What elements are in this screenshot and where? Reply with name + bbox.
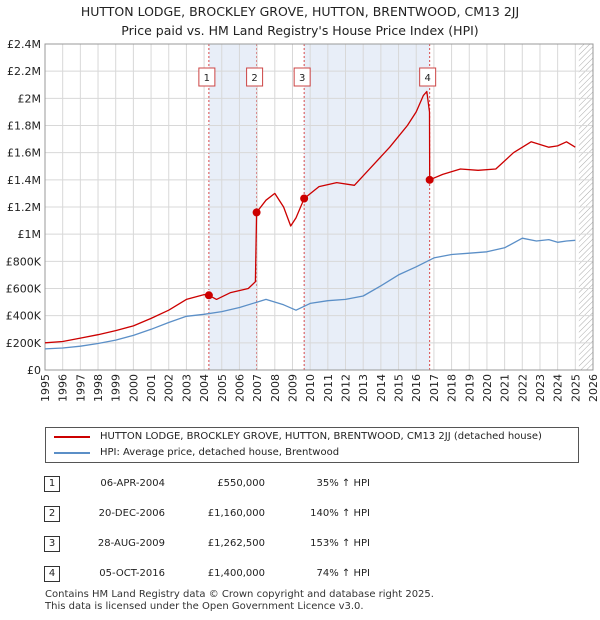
- x-tick-label: 2016: [410, 374, 423, 402]
- sale-price: £550,000: [217, 478, 265, 489]
- x-tick-label: 1997: [74, 374, 87, 402]
- sale-number-badge: 2: [44, 506, 60, 522]
- series-line-hpi: [44, 237, 576, 350]
- sale-date: 28-AUG-2009: [97, 538, 165, 549]
- y-tick-label: £1M: [18, 228, 42, 241]
- sale-point: [204, 291, 213, 300]
- y-tick-label: £1.2M: [7, 201, 41, 214]
- x-tick-label: 2018: [446, 374, 459, 402]
- y-tick-label: £800K: [6, 255, 42, 268]
- y-tick-label: £0: [27, 364, 41, 377]
- sale-price: £1,160,000: [207, 508, 265, 519]
- y-tick-label: £2.4M: [7, 38, 41, 51]
- sale-label-box: [198, 67, 216, 87]
- sale-point: [425, 175, 434, 184]
- sale-label-number: 4: [424, 73, 430, 84]
- x-tick-label: 2001: [145, 374, 158, 402]
- x-tick-label: 2008: [269, 374, 282, 402]
- x-tick-label: 2022: [516, 374, 529, 402]
- chart-title-line2: Price paid vs. HM Land Registry's House …: [121, 23, 479, 38]
- sale-label-number: 1: [204, 73, 210, 84]
- x-tick-label: 2024: [552, 374, 565, 402]
- x-tick-label: 2003: [180, 374, 193, 402]
- x-tick-label: 2014: [375, 374, 388, 402]
- legend-swatch-property: [54, 436, 90, 438]
- footer-copyright: Contains HM Land Registry data © Crown c…: [45, 589, 434, 600]
- x-tick-label: 2013: [357, 374, 370, 402]
- sale-number-badge: 3: [44, 536, 60, 552]
- y-tick-label: £1.6M: [7, 147, 41, 160]
- x-tick-label: 2017: [428, 374, 441, 402]
- footer-licence: This data is licensed under the Open Gov…: [45, 601, 364, 612]
- x-tick-label: 1998: [92, 374, 105, 402]
- footer: Contains HM Land Registry data © Crown c…: [45, 589, 434, 613]
- x-tick-label: 2009: [286, 374, 299, 402]
- sale-date: 06-APR-2004: [100, 478, 165, 489]
- y-tick-label: £200K: [6, 337, 42, 350]
- x-tick-label: 2020: [481, 374, 494, 402]
- legend-label-hpi: HPI: Average price, detached house, Bren…: [100, 447, 340, 458]
- plot-frame: [44, 43, 594, 371]
- x-tick-label: 2004: [198, 374, 211, 402]
- y-tick-label: £600K: [6, 283, 42, 296]
- y-tick-label: £1.8M: [7, 120, 41, 133]
- sale-label-box: [419, 67, 437, 87]
- legend: HUTTON LODGE, BROCKLEY GROVE, HUTTON, BR…: [45, 427, 579, 463]
- x-tick-label: 1995: [39, 374, 52, 402]
- sale-label-box: [246, 67, 264, 87]
- x-tick-label: 2025: [569, 374, 582, 402]
- x-tick-label: 2011: [322, 374, 335, 402]
- x-tick-label: 2007: [251, 374, 264, 402]
- table-row: 4 05-OCT-2016 £1,400,000 74% ↑ HPI: [0, 564, 600, 584]
- x-tick-label: 2005: [216, 374, 229, 402]
- series-line-property: [44, 90, 576, 344]
- x-tick-label: 2019: [463, 374, 476, 402]
- x-tick-label: 1996: [57, 374, 70, 402]
- sale-hpi-change: 35% ↑ HPI: [316, 478, 370, 489]
- x-tick-label: 2021: [499, 374, 512, 402]
- legend-swatch-hpi: [54, 452, 90, 454]
- sale-point: [252, 208, 261, 217]
- sale-date: 20-DEC-2006: [98, 508, 165, 519]
- y-tick-label: £2.2M: [7, 65, 41, 78]
- y-tick-label: £1.4M: [7, 174, 41, 187]
- sale-price: £1,262,500: [207, 538, 265, 549]
- table-row: 3 28-AUG-2009 £1,262,500 153% ↑ HPI: [0, 534, 600, 554]
- x-tick-label: 2002: [163, 374, 176, 402]
- table-row: 1 06-APR-2004 £550,000 35% ↑ HPI: [0, 474, 600, 494]
- x-tick-label: 2015: [393, 374, 406, 402]
- sale-price: £1,400,000: [207, 568, 265, 579]
- price-chart: £0 £200K £400K £600K £800K £1M £1.2M £1.4M £1.6M…: [6, 38, 600, 402]
- x-tick-label: 2012: [340, 374, 353, 402]
- x-tick-label: 1999: [110, 374, 123, 402]
- x-tick-label: 2006: [233, 374, 246, 402]
- chart-title-line1: HUTTON LODGE, BROCKLEY GROVE, HUTTON, BR…: [80, 4, 520, 19]
- x-tick-label: 2023: [534, 374, 547, 402]
- sale-hpi-change: 140% ↑ HPI: [310, 508, 370, 519]
- sale-date: 05-OCT-2016: [99, 568, 165, 579]
- sale-label-number: 3: [299, 73, 305, 84]
- y-tick-label: £2M: [18, 92, 42, 105]
- sale-point: [300, 194, 309, 203]
- legend-label-property: HUTTON LODGE, BROCKLEY GROVE, HUTTON, BR…: [100, 431, 542, 442]
- x-tick-label: 2026: [587, 374, 600, 402]
- sale-number-badge: 1: [44, 476, 60, 492]
- x-tick-label: 2010: [304, 374, 317, 402]
- table-row: 2 20-DEC-2006 £1,160,000 140% ↑ HPI: [0, 504, 600, 524]
- sale-label-box: [293, 67, 311, 87]
- x-tick-label: 2000: [127, 374, 140, 402]
- sale-label-number: 2: [251, 73, 257, 84]
- sale-hpi-change: 74% ↑ HPI: [316, 568, 370, 579]
- y-tick-label: £400K: [6, 310, 42, 323]
- sale-number-badge: 4: [44, 566, 60, 582]
- sale-hpi-change: 153% ↑ HPI: [310, 538, 370, 549]
